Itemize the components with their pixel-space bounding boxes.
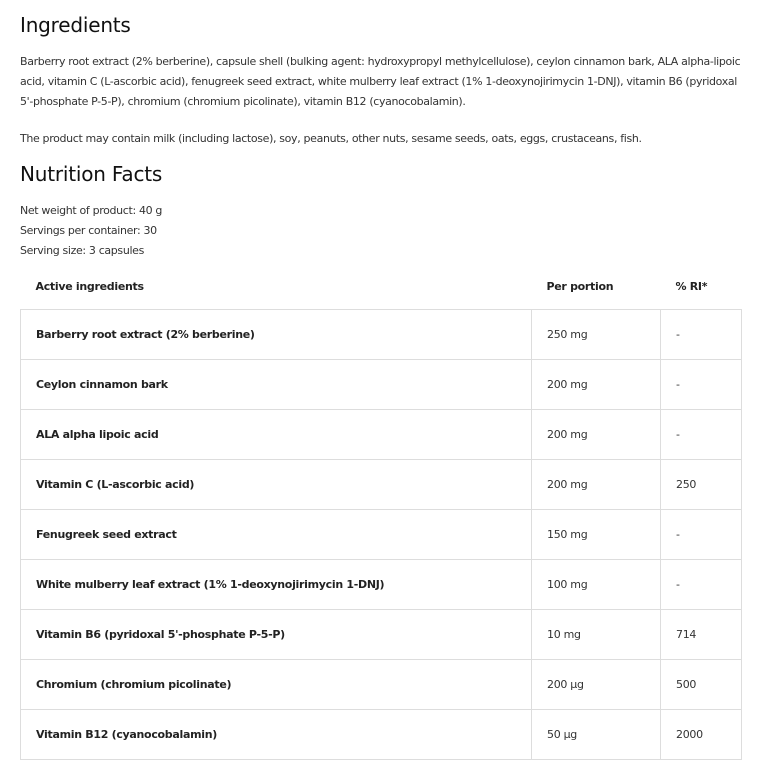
amount-cell: 100 mg [531, 558, 661, 610]
table-row: Fenugreek seed extract 150 mg - [20, 508, 742, 560]
allergens-text: The product may contain milk (including … [20, 132, 642, 145]
servings-per-container: Servings per container: 30 [20, 224, 157, 237]
nutrition-table: Active ingredients Per portion % RI* Bar… [20, 265, 742, 760]
amount-cell: 200 mg [531, 408, 661, 460]
ingredient-cell: Vitamin C (L-ascorbic acid) [20, 458, 532, 510]
amount-cell: 200 mg [531, 358, 661, 410]
amount-cell: 150 mg [531, 508, 661, 560]
ri-cell: - [660, 408, 742, 460]
table-row: Ceylon cinnamon bark 200 mg - [20, 358, 742, 410]
amount-cell: 50 µg [531, 708, 661, 760]
table-row: Vitamin C (L-ascorbic acid) 200 mg 250 [20, 458, 742, 510]
table-row: Chromium (chromium picolinate) 200 µg 500 [20, 658, 742, 710]
ingredient-cell: Ceylon cinnamon bark [20, 358, 532, 410]
amount-cell: 250 mg [531, 308, 661, 360]
table-row: ALA alpha lipoic acid 200 mg - [20, 408, 742, 460]
header-ri: % RI* [660, 265, 742, 310]
ingredient-cell: Vitamin B6 (pyridoxal 5'-phosphate P-5-P… [20, 608, 532, 660]
ingredient-cell: Barberry root extract (2% berberine) [20, 308, 532, 360]
net-weight: Net weight of product: 40 g [20, 204, 163, 217]
ri-cell: - [660, 308, 742, 360]
table-row: Vitamin B6 (pyridoxal 5'-phosphate P-5-P… [20, 608, 742, 660]
header-per-portion: Per portion [531, 265, 661, 310]
ingredient-cell: Fenugreek seed extract [20, 508, 532, 560]
amount-cell: 10 mg [531, 608, 661, 660]
ri-cell: 250 [660, 458, 742, 510]
nutrition-heading: Nutrition Facts [20, 162, 163, 186]
table-row: White mulberry leaf extract (1% 1-deoxyn… [20, 558, 742, 610]
ri-cell: - [660, 508, 742, 560]
ri-cell: 714 [660, 608, 742, 660]
amount-cell: 200 mg [531, 458, 661, 510]
ingredient-cell: White mulberry leaf extract (1% 1-deoxyn… [20, 558, 532, 610]
serving-size: Serving size: 3 capsules [20, 244, 144, 257]
ri-cell: - [660, 558, 742, 610]
amount-cell: 200 µg [531, 658, 661, 710]
header-ingredient: Active ingredients [20, 265, 532, 310]
table-header: Active ingredients Per portion % RI* [20, 265, 742, 310]
ingredients-text: Barberry root extract (2% berberine), ca… [20, 55, 741, 108]
ingredient-cell: Vitamin B12 (cyanocobalamin) [20, 708, 532, 760]
ingredient-cell: Chromium (chromium picolinate) [20, 658, 532, 710]
ri-cell: - [660, 358, 742, 410]
table-row: Vitamin B12 (cyanocobalamin) 50 µg 2000 [20, 708, 742, 760]
ri-cell: 500 [660, 658, 742, 710]
table-row: Barberry root extract (2% berberine) 250 … [20, 308, 742, 360]
ri-cell: 2000 [660, 708, 742, 760]
ingredients-heading: Ingredients [20, 13, 131, 37]
ingredient-cell: ALA alpha lipoic acid [20, 408, 532, 460]
